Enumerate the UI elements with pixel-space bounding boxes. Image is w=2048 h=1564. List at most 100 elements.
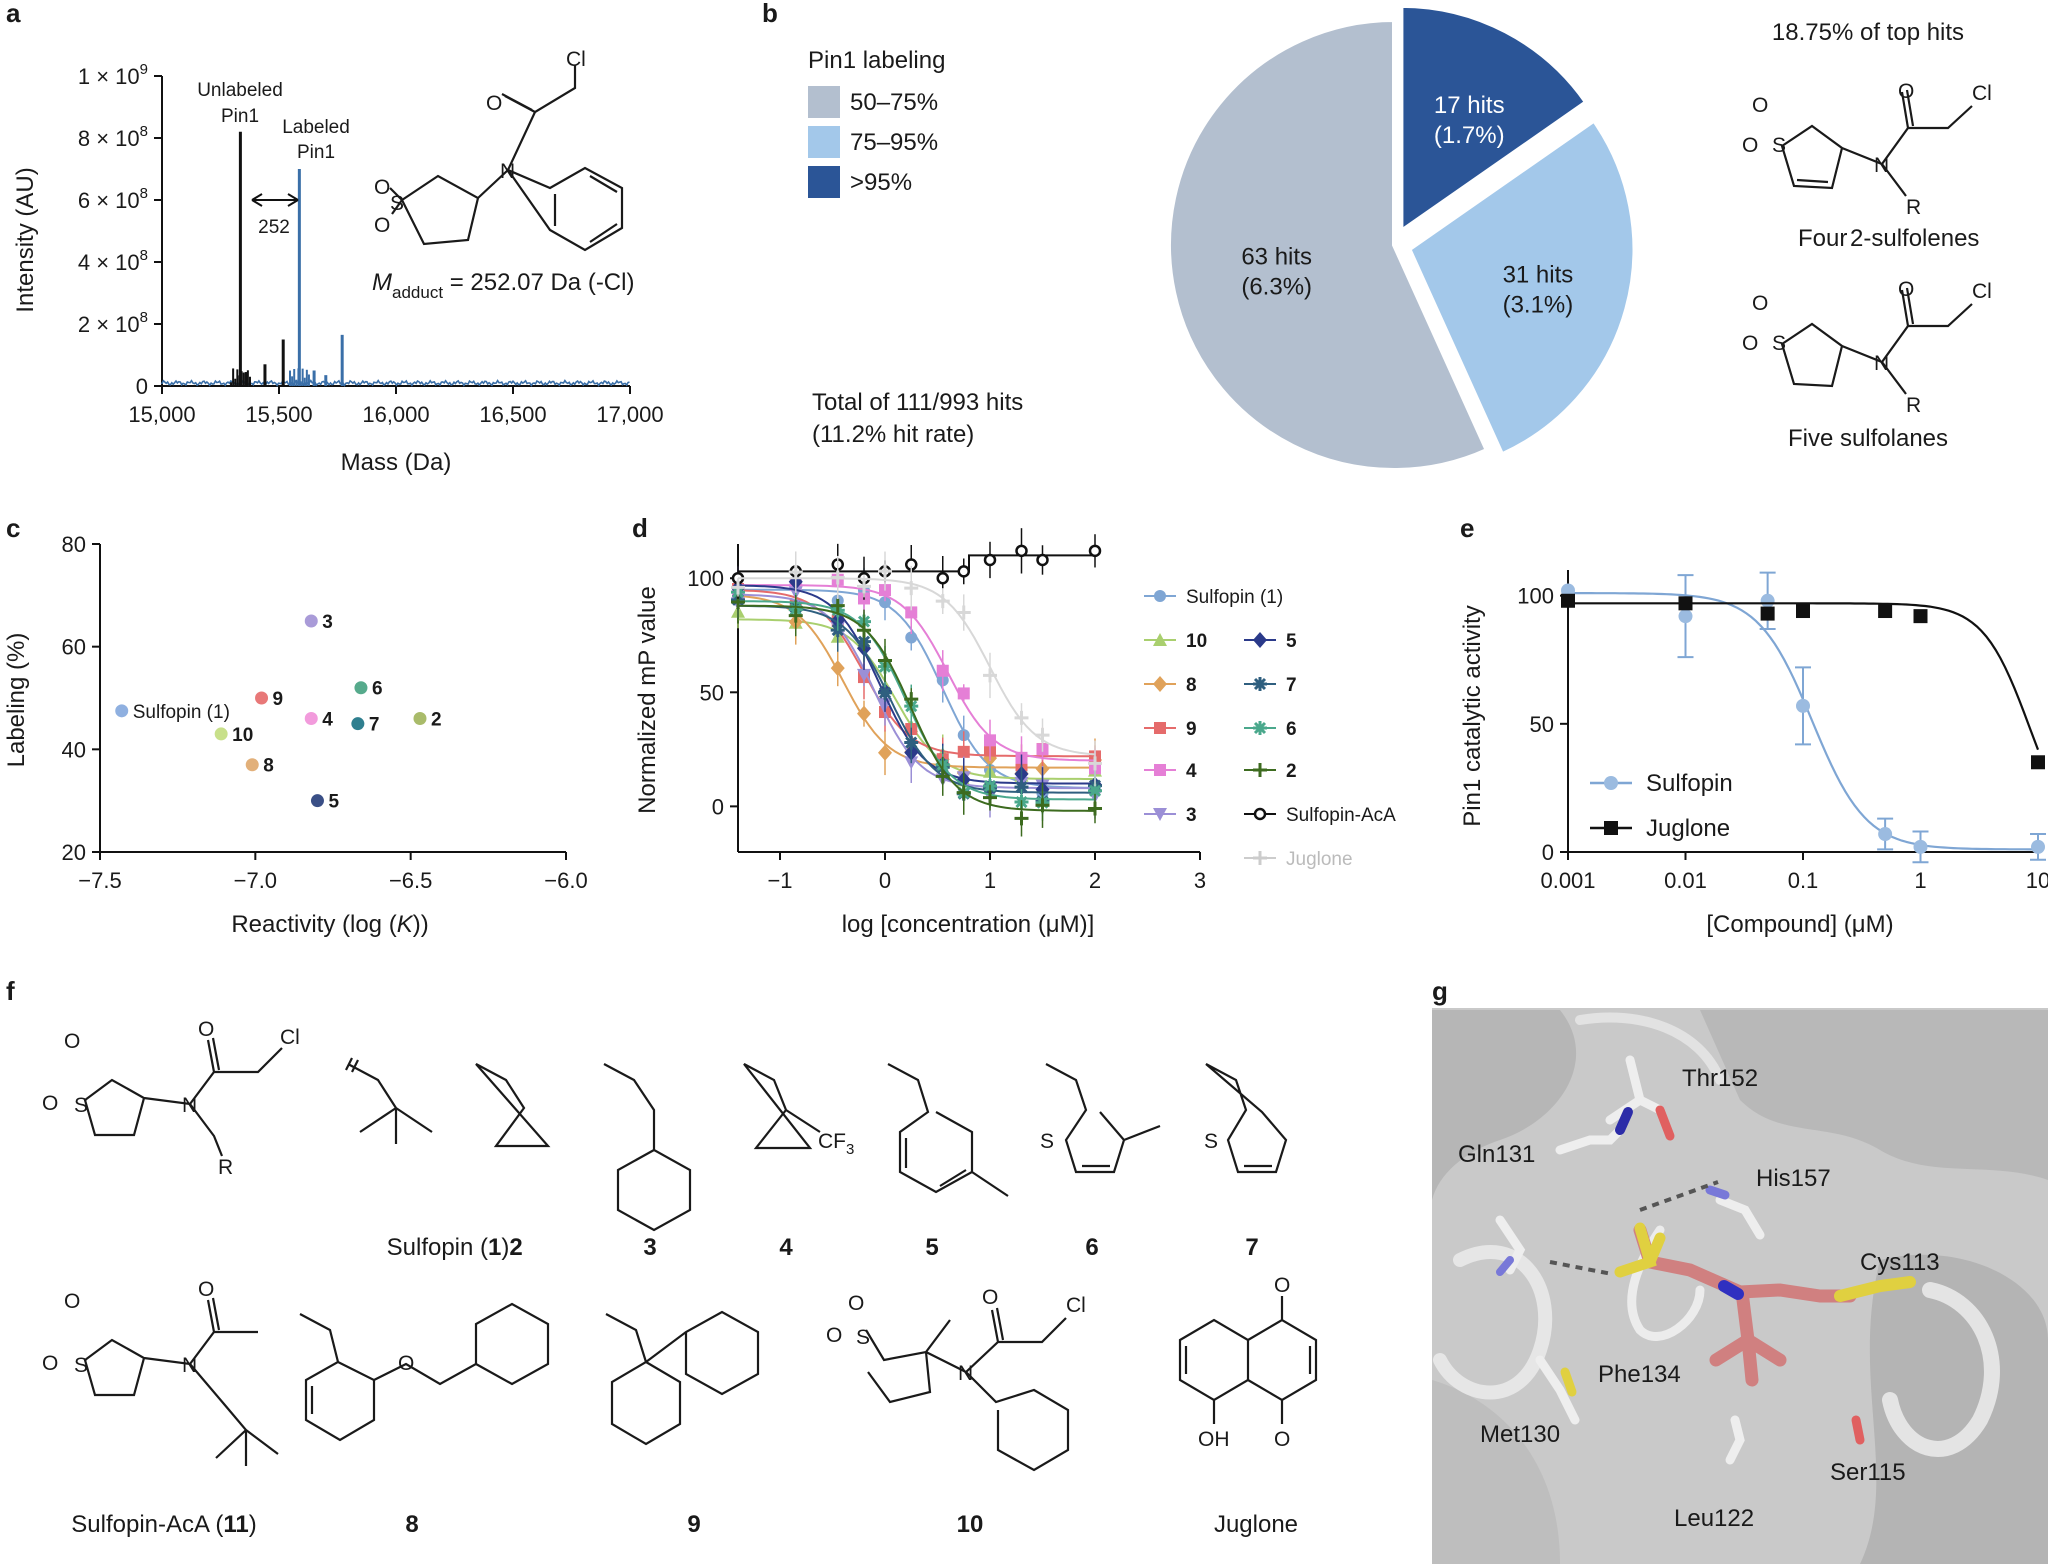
e-ytick-label: 100 [1517, 584, 1554, 609]
d-point [857, 668, 871, 682]
pie-slice-label: 31 hits [1503, 261, 1574, 288]
caption-2-sulfolenes: 2-sulfolenes [1850, 225, 1979, 252]
d-curve [738, 604, 1095, 812]
panel-c-points: Sulfopin (1)10 9 8 4 3 5 6 7 2 [115, 612, 442, 813]
pie-slice [1167, 17, 1490, 472]
d-point [957, 687, 970, 700]
legend-label-75-95: 75–95% [850, 129, 938, 156]
sulfolane-o2: O [1752, 292, 1768, 315]
d-legend-label: 6 [1286, 719, 1297, 740]
residue-label: Cys113 [1860, 1249, 1940, 1276]
residue-label: Leu122 [1674, 1505, 1754, 1532]
a-ytick-base: 1 × 10 [78, 64, 140, 89]
d-point [1014, 710, 1029, 725]
f-core-o1: O [64, 1030, 80, 1053]
panel-c: c Labeling (%) Reactivity (log (K)) 20 40… [3, 513, 588, 938]
f-core-n: N [182, 1094, 197, 1117]
legend-sulfopin-label: Sulfopin [1646, 770, 1733, 797]
f-cf-sub: 3 [846, 1141, 854, 1158]
label-4: 4 [779, 1234, 793, 1261]
sulfolane-cl: Cl [1972, 280, 1992, 303]
pie-slice [1399, 3, 1589, 235]
a-ytick-exp: 9 [140, 61, 148, 78]
d-legend-label: 8 [1186, 675, 1197, 696]
d-point [935, 769, 950, 784]
d-legend-label: 7 [1286, 675, 1297, 696]
atom-o-3: O [374, 214, 390, 237]
e-xtick-label: 0.01 [1664, 868, 1707, 893]
panel-c-xlabel: Reactivity (log (K)) [231, 911, 428, 938]
substituent-sulfopin [345, 1057, 433, 1144]
residue-label: Gln131 [1458, 1141, 1535, 1168]
d-legend-marker [1253, 677, 1267, 691]
sulfolane-o1: O [1742, 332, 1758, 355]
madduct-m: M [372, 269, 392, 296]
d-point [983, 790, 997, 805]
panel-letter-c: c [6, 513, 20, 543]
panel-c-xlabel-pre: Reactivity (log ( [231, 911, 396, 938]
c-point [304, 614, 318, 628]
pie-legend-title: Pin1 labeling [808, 47, 945, 74]
c-point-label: 8 [263, 756, 274, 777]
d-point [788, 565, 803, 580]
panel-letter-b: b [762, 0, 778, 28]
c-point [255, 691, 269, 705]
a-ytick-base: 2 × 10 [78, 312, 140, 337]
d-point [983, 668, 997, 683]
label-6: 6 [1085, 1234, 1098, 1261]
substituent-2 [475, 1063, 551, 1148]
label-8: 8 [405, 1511, 418, 1538]
d-point [878, 744, 892, 761]
c-point [351, 717, 365, 731]
substituent-8 [299, 1302, 550, 1442]
f-cf3: CF3 [818, 1130, 854, 1158]
panel-g: g [1432, 976, 2048, 1564]
residue-label: Ser115 [1830, 1459, 1906, 1486]
d-legend-label: 2 [1286, 761, 1297, 782]
label-sulfopin-pre: Sulfopin ( [387, 1234, 488, 1261]
d-point [830, 570, 845, 585]
c-point [304, 712, 318, 726]
structure-sulfopin-aca [83, 1297, 279, 1466]
e-xtick-label: 0.1 [1788, 868, 1819, 893]
sulfolene-structure [1780, 89, 1973, 197]
a-xtick-label: 16,500 [479, 402, 546, 427]
e-xtick-label: 0.001 [1540, 868, 1595, 893]
label-sulfopin-post: ) [501, 1234, 509, 1261]
d-curve [738, 600, 1095, 801]
d-point [905, 606, 918, 619]
legend-label-gt95: >95% [850, 169, 912, 196]
f-core-o2: O [42, 1092, 58, 1115]
f-core-o3: O [198, 1018, 214, 1041]
d-point [956, 605, 971, 620]
d-point [936, 571, 949, 585]
panel-e-axes: 0 50 100 0.001 0.01 0.1 1 10 [1517, 570, 2048, 893]
d-point [904, 581, 919, 596]
label-sulfopin: Sulfopin (1) [387, 1234, 510, 1261]
legend-swatch-50-75 [808, 86, 840, 118]
sulfolane-n: N [1874, 352, 1889, 375]
a-ytick-label: 1 × 109 [78, 61, 148, 89]
sulfolene-s: S [1772, 134, 1786, 157]
sulfolane-structure [1780, 287, 1973, 395]
panel-b: b Pin1 labeling 50–75% 75–95% >95% Total… [762, 0, 1992, 472]
a-ytick-label: 6 × 108 [78, 185, 148, 213]
d-ytick-label: 0 [712, 794, 724, 819]
f-core-s: S [74, 1094, 88, 1117]
a-ytick-label: 0 [136, 374, 148, 399]
f-core-cl: Cl [280, 1026, 300, 1049]
d-point [1035, 728, 1050, 743]
d-legend-marker [1253, 632, 1267, 648]
d-point [1088, 544, 1102, 558]
e-point [1678, 596, 1693, 611]
c-point [115, 704, 129, 718]
e-ytick-label: 0 [1542, 840, 1554, 865]
d-point [1088, 801, 1102, 816]
c-point [214, 727, 228, 741]
d-point [1014, 780, 1029, 795]
f-10-o2: O [848, 1292, 864, 1315]
e-point [1878, 604, 1893, 619]
